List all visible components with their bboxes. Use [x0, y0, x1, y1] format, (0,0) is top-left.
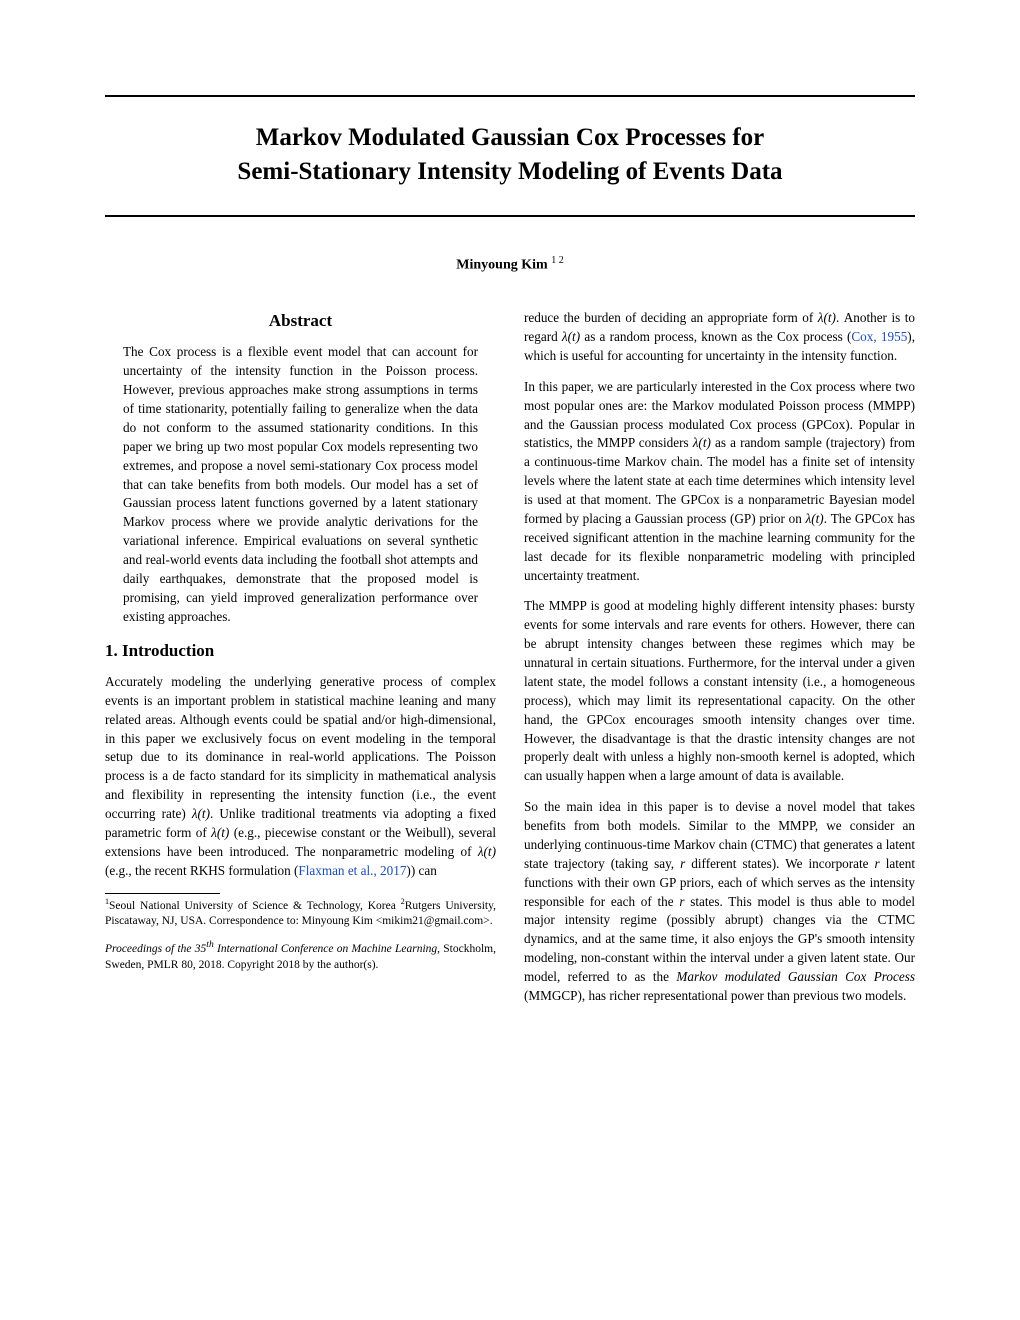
- lambda-t: λ(t): [478, 844, 496, 859]
- author-affiliation-marks: 1 2: [551, 255, 564, 266]
- title-line-2: Semi-Stationary Intensity Modeling of Ev…: [237, 158, 782, 185]
- lambda-t: λ(t): [806, 511, 824, 526]
- right-column: reduce the burden of deciding an appropr…: [524, 309, 915, 1018]
- left-column: Abstract The Cox process is a flexible e…: [105, 309, 496, 1018]
- title-line-1: Markov Modulated Gaussian Cox Processes …: [256, 124, 765, 151]
- footnote-text-1: Seoul National University of Science & T…: [109, 899, 401, 911]
- proceedings-th: th: [206, 939, 213, 950]
- footnote-separator: [105, 893, 220, 894]
- title-block: Markov Modulated Gaussian Cox Processes …: [105, 95, 915, 217]
- lambda-t: λ(t): [693, 435, 711, 450]
- right-paragraph-3: The MMPP is good at modeling highly diff…: [524, 597, 915, 786]
- lambda-t: λ(t): [818, 310, 836, 325]
- abstract-heading: Abstract: [105, 309, 496, 333]
- proceedings-conf: International Conference on Machine Lear…: [214, 943, 437, 955]
- model-name-emphasis: Markov modulated Gaussian Cox Process: [676, 969, 915, 984]
- citation-flaxman[interactable]: Flaxman et al., 2017: [298, 863, 406, 878]
- author-name: Minyoung Kim: [456, 257, 547, 272]
- text-fragment: reduce the burden of deciding an appropr…: [524, 310, 818, 325]
- text-fragment: Accurately modeling the underlying gener…: [105, 674, 496, 821]
- lambda-t: λ(t): [192, 806, 210, 821]
- right-paragraph-1: reduce the burden of deciding an appropr…: [524, 309, 915, 366]
- text-fragment: (e.g., the recent RKHS formulation (: [105, 863, 298, 878]
- text-fragment: )) can: [406, 863, 436, 878]
- right-paragraph-4: So the main idea in this paper is to dev…: [524, 798, 915, 1006]
- proceedings-note: Proceedings of the 35th International Co…: [105, 939, 496, 973]
- text-fragment: (MMGCP), has richer representational pow…: [524, 988, 906, 1003]
- two-column-layout: Abstract The Cox process is a flexible e…: [105, 309, 915, 1018]
- proceedings-prefix: Proceedings of the: [105, 943, 195, 955]
- paper-title: Markov Modulated Gaussian Cox Processes …: [105, 121, 915, 189]
- author-block: Minyoung Kim 1 2: [105, 255, 915, 274]
- lambda-t: λ(t): [211, 825, 229, 840]
- right-paragraph-2: In this paper, we are particularly inter…: [524, 378, 915, 586]
- section-1-heading: 1. Introduction: [105, 639, 496, 663]
- text-fragment: as a random process, known as the Cox pr…: [580, 329, 851, 344]
- text-fragment: different states). We incorporate: [685, 856, 874, 871]
- proceedings-number: 35: [195, 943, 207, 955]
- intro-paragraph-1: Accurately modeling the underlying gener…: [105, 673, 496, 881]
- affiliation-footnote: 1Seoul National University of Science & …: [105, 897, 496, 930]
- citation-cox[interactable]: Cox, 1955: [851, 329, 907, 344]
- lambda-t: λ(t): [562, 329, 580, 344]
- abstract-body: The Cox process is a flexible event mode…: [105, 343, 496, 626]
